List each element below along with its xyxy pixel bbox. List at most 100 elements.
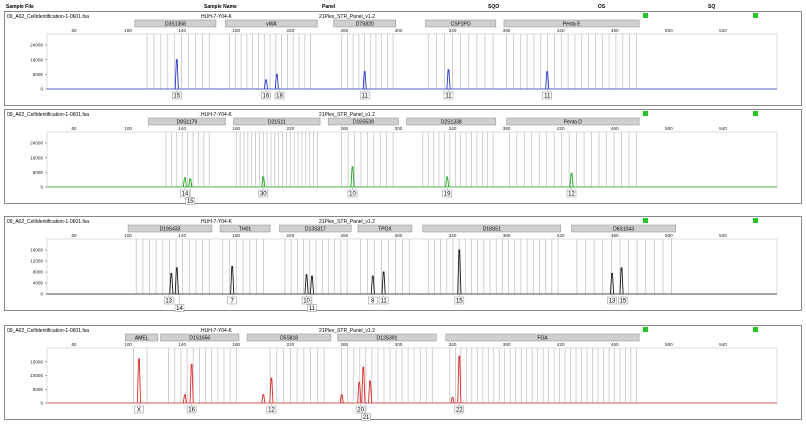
allele-call-box[interactable] [301,296,312,305]
x-tick-label: 340 [449,342,457,347]
x-tick-label: 140 [178,126,186,131]
y-tick-label: 24000 [30,141,43,146]
allele-call-box[interactable] [163,296,174,305]
column-header-sq: SQ [708,4,716,10]
allele-call-box[interactable] [542,91,552,100]
allele-call-box[interactable] [227,296,237,305]
quality-indicator-sq [753,111,758,116]
marker-fga[interactable] [445,333,640,342]
peak [445,176,450,188]
marker-label: Penta E [563,22,581,28]
allele-call-box[interactable] [355,405,366,414]
marker-d12s391[interactable] [337,333,437,342]
panel-svg: 09_A02_CellIdentification-1-0601.fsa HUH-… [7,218,778,312]
quality-indicator-sq [753,327,758,332]
y-tick-label: 5000 [33,387,44,392]
peak [381,271,386,295]
panel-svg: 09_A02_CellIdentification-1-0601.fsa HUH-… [7,111,778,205]
allele-call-label: 18 [276,94,283,100]
peak [362,71,367,90]
marker-d21s11[interactable] [233,117,321,126]
allele-call-box[interactable] [618,296,628,305]
marker-d19s433[interactable] [127,224,213,233]
allele-call-label: 15 [187,199,194,205]
x-tick-label: 340 [449,233,457,238]
allele-call-box[interactable] [368,296,378,305]
x-tick-label: 140 [178,233,186,238]
x-tick-label: 100 [124,28,132,33]
x-tick-label: 300 [395,28,403,33]
allele-call-box[interactable] [185,197,196,205]
allele-call-box[interactable] [172,91,182,100]
x-tick-label: 540 [719,28,727,33]
plot-area [46,238,778,295]
marker-label: D12S391 [377,336,398,342]
marker-penta-e[interactable] [503,19,640,28]
electropherogram-panel-3[interactable]: 09_A02_CellIdentification-1-0601.fsa HUH-… [4,216,802,312]
marker-d7s820[interactable] [333,19,397,28]
peak [261,176,266,188]
marker-penta-d[interactable] [506,117,640,126]
allele-call-label: 22 [456,408,463,414]
allele-call-label: 10 [349,192,356,198]
electropherogram-panel-4[interactable]: 09_A02_CellIdentification-1-0601.fsa HUH-… [4,325,802,421]
x-tick-label: 340 [449,126,457,131]
marker-th01[interactable] [219,224,271,233]
x-tick-label: 100 [124,126,132,131]
panel-name-label: 21Plex_STR_Panel_v1.2 [319,14,375,20]
electropherogram-panel-2[interactable]: 09_A02_CellIdentification-1-0601.fsa HUH-… [4,109,802,205]
allele-call-box[interactable] [347,189,358,198]
allele-call-box[interactable] [266,405,277,414]
marker-d1s1656[interactable] [160,333,240,342]
marker-d18s51[interactable] [422,224,561,233]
y-tick-label: 8000 [33,170,44,175]
peak [174,59,179,90]
marker-amel[interactable] [125,333,159,342]
allele-call-box[interactable] [307,304,317,312]
allele-call-box[interactable] [378,296,389,305]
marker-vwa[interactable] [225,19,318,28]
marker-d6s1043[interactable] [571,224,676,233]
electropherogram-panel-1[interactable]: 09_A02_CellIdentification-1-0601.fsa HUH-… [4,11,802,106]
marker-d8s1179[interactable] [148,117,226,126]
allele-call-box[interactable] [274,91,285,100]
allele-call-box[interactable] [607,296,617,305]
x-tick-label: 100 [124,342,132,347]
x-tick-label: 460 [611,233,619,238]
marker-tpox[interactable] [357,224,413,233]
allele-call-label: 30 [260,192,267,198]
marker-csf1po[interactable] [425,19,497,28]
allele-call-box[interactable] [174,304,185,312]
x-tick-label: 300 [395,342,403,347]
x-tick-label: 420 [557,126,565,131]
marker-d16s539[interactable] [327,117,399,126]
allele-call-box[interactable] [454,405,465,414]
allele-call-box[interactable] [186,405,197,414]
sample-name-label: HUH-7-Y04-K [201,14,233,20]
peak [182,394,187,404]
marker-label: D16S539 [353,120,374,126]
panel-name-label: 21Plex_STR_Panel_v1.2 [319,328,375,334]
allele-call-box[interactable] [442,189,452,198]
allele-call-label: 12 [268,408,275,414]
allele-call-label: 13 [165,299,172,305]
allele-call-box[interactable] [454,296,465,305]
x-tick-label: 500 [665,233,673,238]
allele-call-box[interactable] [443,91,454,100]
allele-call-box[interactable] [134,405,144,414]
marker-d5s818[interactable] [246,333,332,342]
allele-call-box[interactable] [359,91,370,100]
x-tick-label: 380 [503,28,511,33]
allele-call-label: 16 [188,408,195,414]
peak [545,71,550,90]
marker-d2s1338[interactable] [406,117,497,126]
peak [269,377,274,404]
allele-call-box[interactable] [361,413,371,421]
allele-call-box[interactable] [566,189,577,198]
y-tick-label: 16000 [30,57,43,62]
allele-call-box[interactable] [261,91,271,100]
marker-d3s1358[interactable] [134,19,217,28]
marker-d13s317[interactable] [279,224,352,233]
allele-call-box[interactable] [180,189,190,198]
allele-call-box[interactable] [258,189,269,198]
